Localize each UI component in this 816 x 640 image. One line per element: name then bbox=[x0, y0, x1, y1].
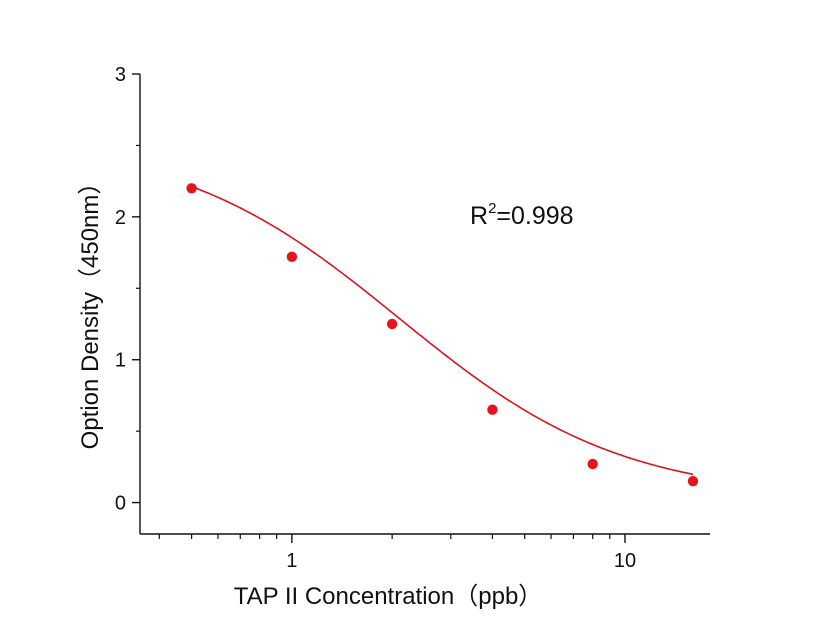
data-point bbox=[186, 183, 197, 194]
data-point bbox=[286, 251, 298, 263]
data-point bbox=[687, 475, 699, 487]
x-axis: 1 10 bbox=[140, 533, 710, 572]
x-tick-label: 10 bbox=[614, 550, 636, 572]
fit-curve bbox=[191, 185, 694, 476]
x-axis-title: TAP II Concentration（ppb） bbox=[234, 583, 543, 610]
data-point bbox=[587, 458, 598, 470]
y-axis-title: Option Density（450nm） bbox=[77, 171, 104, 450]
y-tick-label: 1 bbox=[115, 350, 126, 372]
data-point bbox=[386, 318, 398, 330]
r-squared-value: =0.998 bbox=[496, 202, 573, 230]
y-ticks: 0 1 2 3 bbox=[115, 64, 140, 515]
x-tick-label: 1 bbox=[286, 550, 297, 572]
x-ticks: 1 10 bbox=[158, 534, 636, 572]
r-squared-superscript: 2 bbox=[488, 200, 496, 217]
y-tick-label: 2 bbox=[115, 207, 126, 229]
y-tick-label: 0 bbox=[115, 493, 126, 515]
r-squared-base: R bbox=[470, 202, 488, 230]
data-points bbox=[186, 183, 699, 487]
y-axis: 0 1 2 3 bbox=[115, 64, 141, 534]
r-squared-annotation: R2=0.998 bbox=[470, 200, 574, 230]
y-tick-label: 3 bbox=[115, 64, 126, 86]
data-point bbox=[487, 404, 498, 415]
